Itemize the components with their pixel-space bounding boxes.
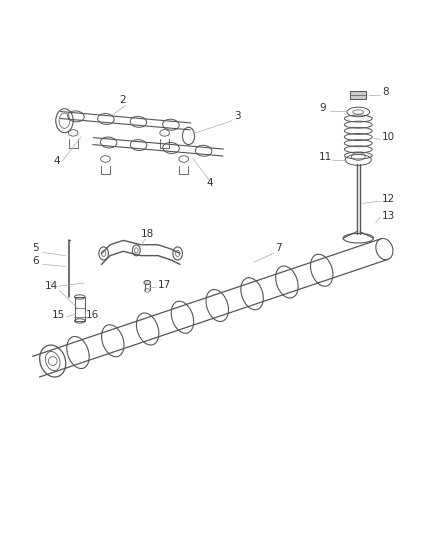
Text: 18: 18	[141, 229, 154, 239]
Bar	[74, 297, 85, 321]
Text: 2: 2	[119, 95, 126, 106]
Text: 4: 4	[206, 178, 212, 188]
Text: 11: 11	[319, 152, 332, 162]
Text: 7: 7	[276, 243, 282, 253]
Text: 14: 14	[45, 281, 58, 291]
Ellipse shape	[144, 280, 150, 285]
Text: 15: 15	[51, 310, 65, 320]
Text: 16: 16	[86, 310, 99, 320]
Text: 17: 17	[158, 280, 171, 290]
Text: 8: 8	[382, 86, 389, 96]
Text: 4: 4	[53, 156, 60, 166]
Text: 9: 9	[319, 103, 326, 112]
Text: 3: 3	[234, 110, 241, 120]
Text: 12: 12	[382, 194, 396, 204]
Text: 13: 13	[382, 211, 396, 221]
Text: 6: 6	[32, 256, 39, 266]
Text: 10: 10	[382, 132, 396, 142]
Text: 5: 5	[32, 243, 39, 253]
Bar	[350, 91, 366, 99]
